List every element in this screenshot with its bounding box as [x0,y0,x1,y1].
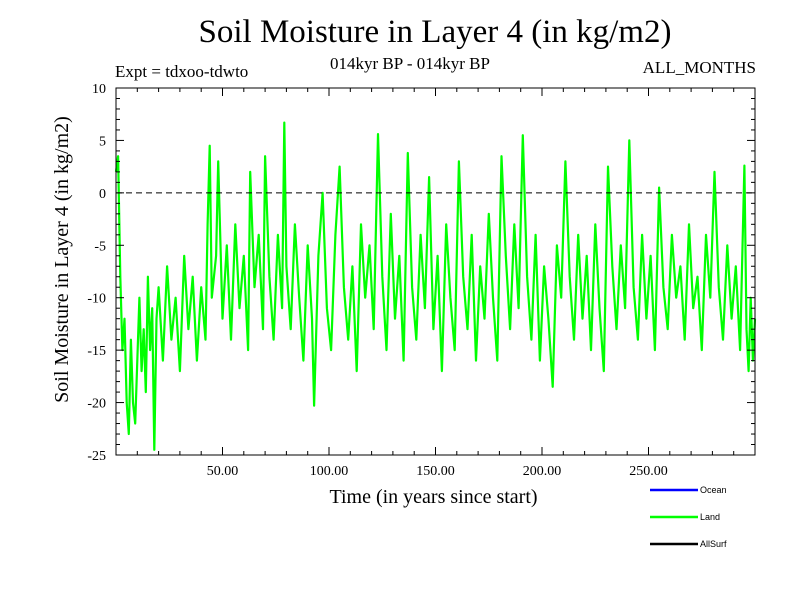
y-tick-label: -5 [94,239,106,254]
y-tick-label: -20 [87,397,106,412]
y-tick-label: 5 [99,134,106,149]
legend-label-allsurf: AllSurf [700,539,727,549]
x-tick-label: 250.00 [629,464,668,479]
y-tick-label: -25 [87,449,106,464]
legend-label-ocean: Ocean [700,485,727,495]
period-label: 014kyr BP - 014kyr BP [330,54,490,73]
experiment-label: Expt = tdxoo-tdwto [115,62,249,81]
y-tick-label: -10 [87,292,106,307]
x-tick-label: 150.00 [416,464,455,479]
x-tick-label: 100.00 [310,464,349,479]
x-tick-label: 200.00 [523,464,562,479]
legend-label-land: Land [700,512,720,522]
chart-title: Soil Moisture in Layer 4 (in kg/m2) [198,14,672,50]
x-axis-title: Time (in years since start) [329,486,537,508]
x-tick-label: 50.00 [207,464,239,479]
y-tick-label: -15 [87,344,106,359]
y-tick-label: 0 [99,187,106,202]
series-line-land [114,121,757,451]
y-tick-label: 10 [92,82,106,97]
y-axis-title: Soil Moisture in Layer 4 (in kg/m2) [51,116,73,403]
months-label: ALL_MONTHS [642,58,756,77]
